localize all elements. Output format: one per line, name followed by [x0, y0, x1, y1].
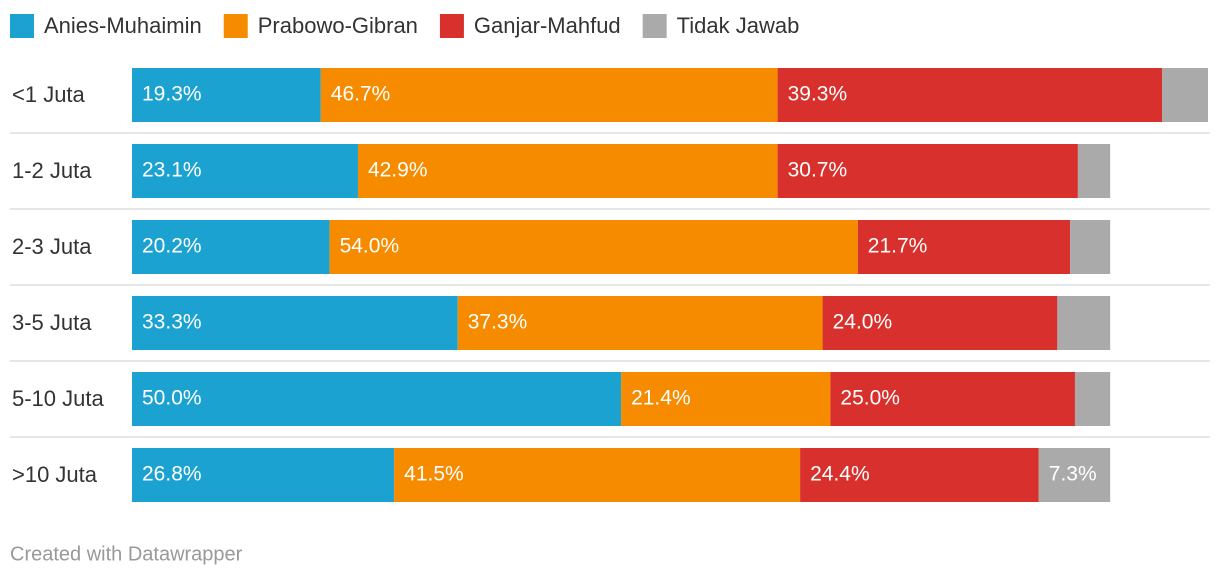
category-label: 2-3 Juta: [12, 234, 92, 259]
bar-segment: [1074, 372, 1111, 426]
legend-label: Ganjar-Mahfud: [474, 13, 621, 38]
legend-swatch: [10, 14, 34, 38]
bar-segment: [132, 448, 395, 502]
category-label: 5-10 Juta: [12, 386, 104, 411]
bar-segment: [822, 296, 1058, 350]
credit: Created with Datawrapper: [10, 543, 243, 565]
category-label: >10 Juta: [12, 462, 98, 487]
bar-segment: [320, 68, 778, 122]
bar-segment: [857, 220, 1071, 274]
value-label: 42.9%: [368, 159, 428, 182]
value-label: 41.5%: [404, 463, 464, 486]
bar-segment: [132, 220, 330, 274]
bar-segment: [777, 68, 1163, 122]
bar-segment: [132, 144, 358, 198]
value-label: 50.0%: [142, 387, 202, 410]
bar-segment: [777, 144, 1078, 198]
bar-segment: [132, 296, 458, 350]
value-label: 23.1%: [142, 159, 202, 182]
value-label: 21.4%: [631, 387, 691, 410]
category-label: 1-2 Juta: [12, 158, 92, 183]
value-label: 30.7%: [788, 159, 848, 182]
value-label: 54.0%: [340, 235, 400, 258]
legend-swatch: [642, 14, 667, 38]
bar-segment: [621, 372, 831, 426]
bar-segment: [394, 448, 801, 502]
legend-label: Anies-Muhaimin: [44, 13, 202, 38]
bar-segment: [132, 372, 622, 426]
value-label: 37.3%: [468, 311, 528, 334]
bar-segment: [457, 296, 823, 350]
value-label: 46.7%: [331, 83, 391, 106]
legend-label: Tidak Jawab: [677, 13, 800, 38]
bar-segment: [1038, 448, 1111, 502]
value-label: 33.3%: [142, 311, 202, 334]
bar-segment: [800, 448, 1039, 502]
legend-label: Prabowo-Gibran: [258, 13, 418, 38]
value-label: 20.2%: [142, 235, 202, 258]
value-label: 26.8%: [142, 463, 202, 486]
value-label: 7.3%: [1049, 463, 1097, 486]
value-label: 24.4%: [810, 463, 870, 486]
bar-segment: [357, 144, 778, 198]
bar-segment: [132, 68, 321, 122]
bar-segment: [1162, 68, 1208, 122]
value-label: 25.0%: [840, 387, 900, 410]
category-label: <1 Juta: [12, 82, 86, 107]
legend-swatch: [439, 14, 464, 38]
bar-segment: [1070, 220, 1111, 274]
value-label: 21.7%: [868, 235, 928, 258]
value-label: 24.0%: [833, 311, 893, 334]
bar-segment: [1077, 144, 1111, 198]
category-label: 3-5 Juta: [12, 310, 92, 335]
bar-segment: [329, 220, 858, 274]
bar-segment: [1057, 296, 1111, 350]
value-label: 39.3%: [788, 83, 848, 106]
bar-segment: [830, 372, 1075, 426]
legend-swatch: [223, 14, 248, 38]
value-label: 19.3%: [142, 83, 202, 106]
